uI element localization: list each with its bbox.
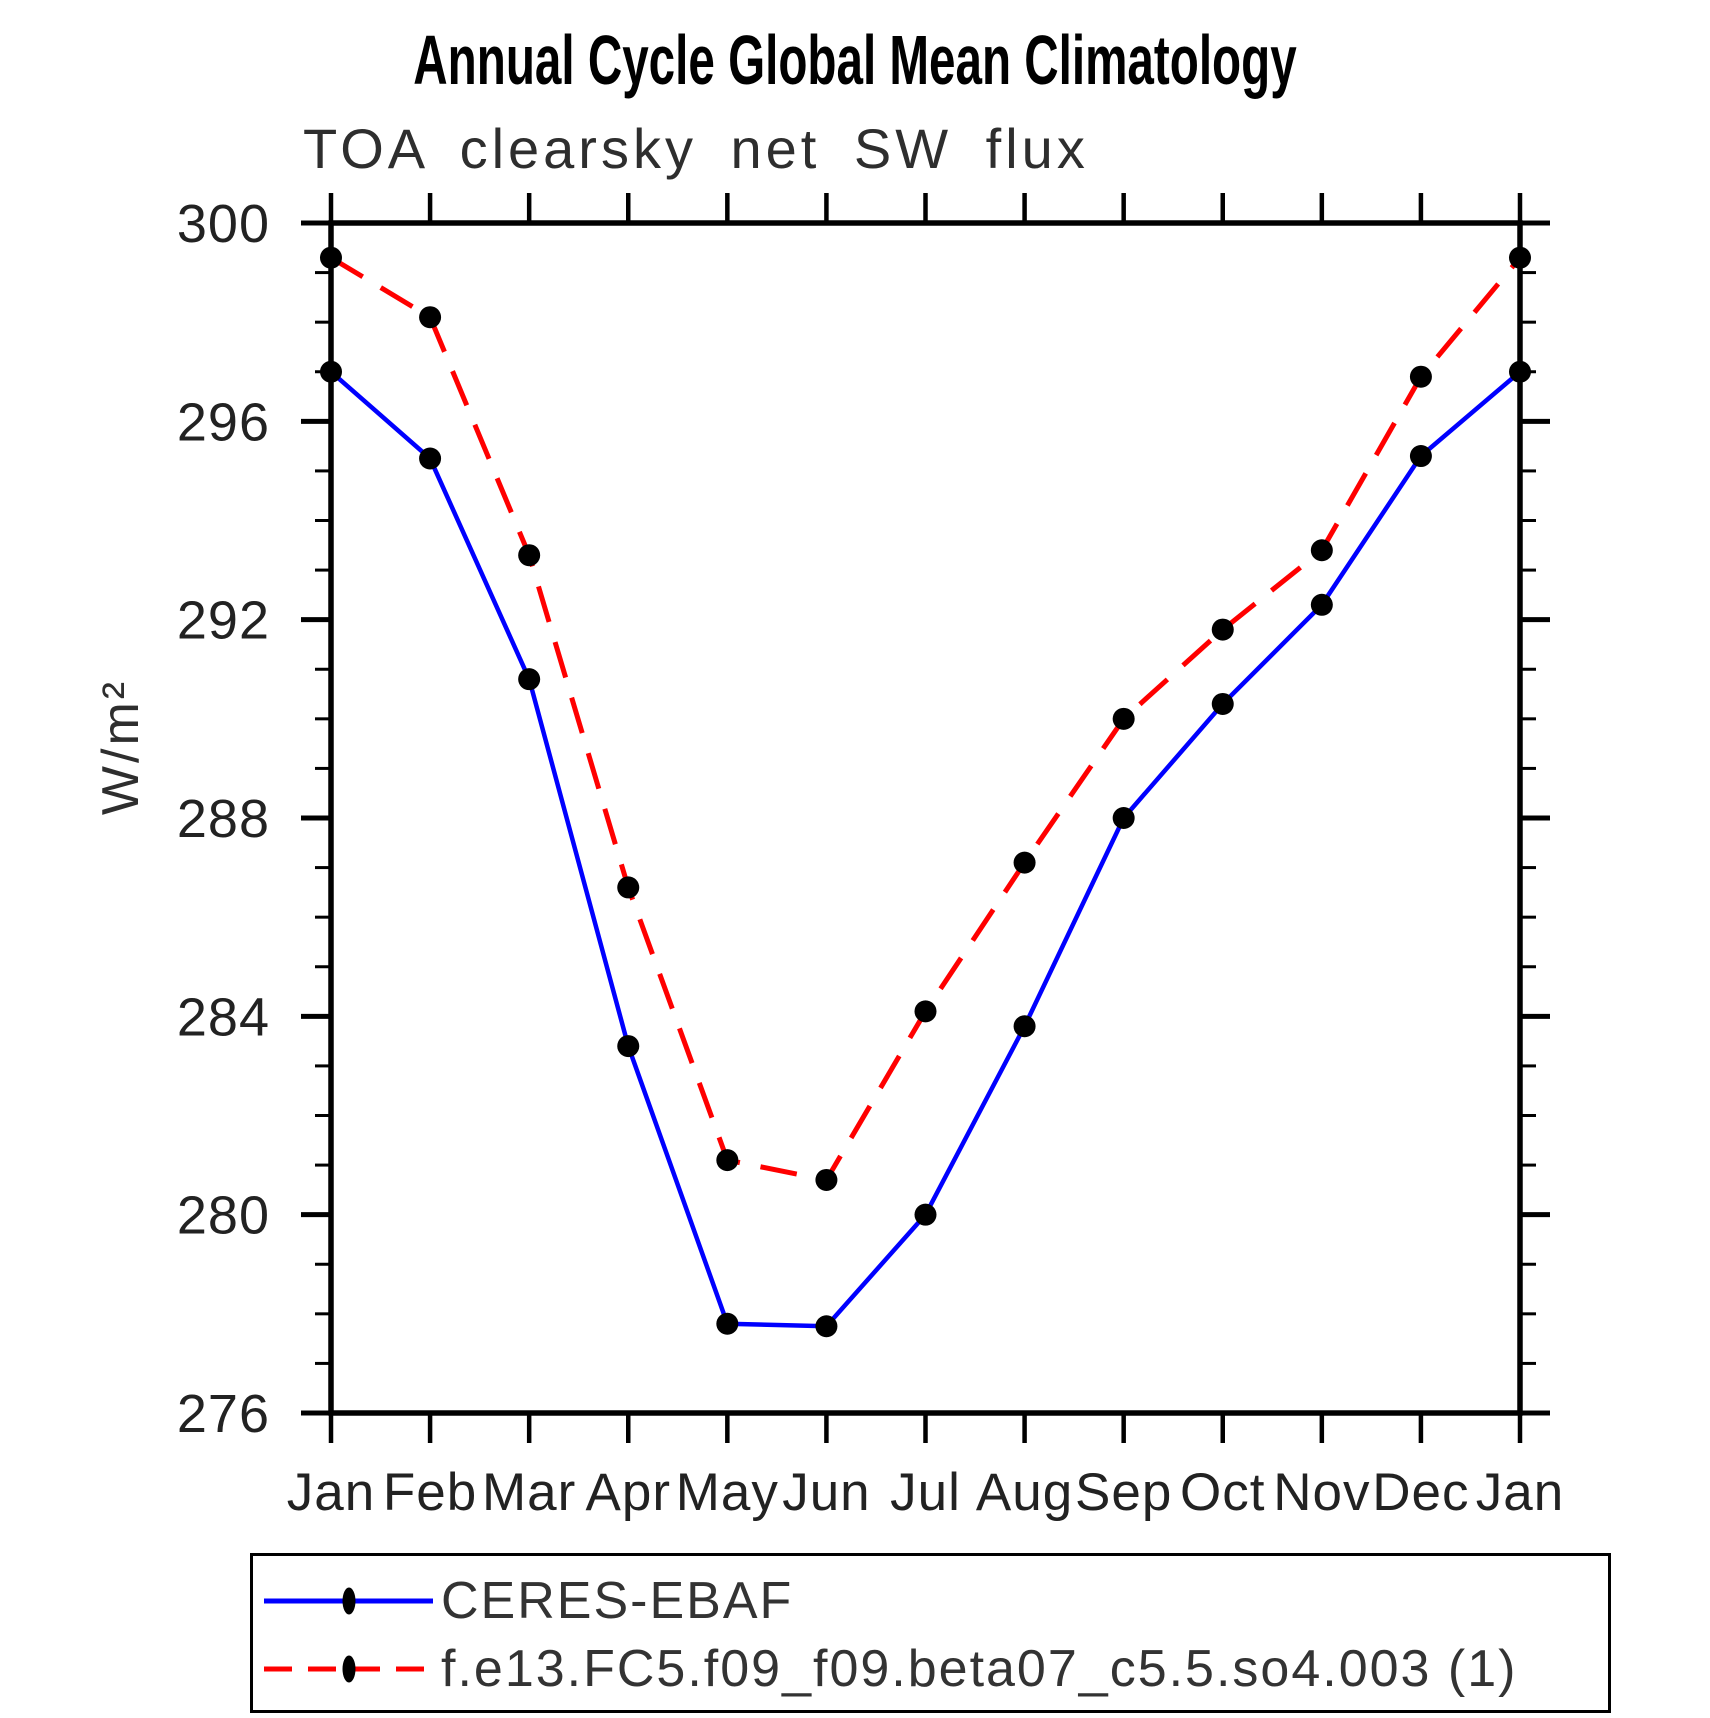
data-point-marker: [1310, 539, 1333, 562]
legend-box: CERES-EBAF f.e13.FC5.f09_f09.beta07_c5.5…: [250, 1553, 1611, 1713]
data-point-marker: [320, 246, 342, 269]
data-point-marker: [1013, 851, 1036, 874]
legend-entry-model: f.e13.FC5.f09_f09.beta07_c5.5.so4.003 (1…: [263, 1638, 1517, 1700]
data-point-marker: [1112, 707, 1135, 730]
data-point-marker: [617, 1035, 640, 1058]
y-tick-label: 280: [177, 1186, 270, 1246]
x-tick-label: Jan: [1476, 1463, 1564, 1522]
legend-marker-dot: [342, 1655, 356, 1683]
y-tick-label: 284: [177, 987, 270, 1047]
y-tick-label: 296: [177, 392, 270, 452]
data-point-marker: [1013, 1015, 1036, 1038]
x-tick-label: Apr: [586, 1463, 671, 1522]
data-point-marker: [1409, 445, 1432, 468]
x-tick-label: Mar: [482, 1463, 576, 1522]
data-point-marker: [1211, 618, 1234, 641]
data-point-marker: [1211, 692, 1234, 715]
data-point-marker: [815, 1168, 838, 1191]
y-tick-label: 288: [177, 789, 270, 849]
data-point-marker: [716, 1312, 739, 1335]
data-point-marker: [419, 306, 442, 329]
legend-sample-dashed-line: [264, 1655, 433, 1683]
data-point-marker: [1409, 365, 1432, 388]
data-point-marker: [716, 1149, 739, 1172]
data-point-marker: [1509, 246, 1531, 269]
data-point-marker: [914, 1000, 937, 1023]
x-tick-label: Nov: [1273, 1463, 1370, 1522]
legend-marker-dot: [342, 1587, 356, 1615]
plot-frame: [328, 220, 1523, 1416]
data-point-marker: [617, 876, 640, 899]
series-line-model: [329, 255, 1522, 1183]
x-tick-label: May: [676, 1463, 779, 1522]
chart-title: Annual Cycle Global Mean Climatology: [413, 21, 1297, 99]
data-point-marker: [1310, 593, 1333, 616]
data-point-marker: [320, 360, 342, 383]
y-tick-label: 276: [177, 1384, 270, 1444]
x-tick-label: Jul: [890, 1463, 961, 1522]
series-line-ceres-ebaf: [329, 370, 1522, 1329]
y-tick-label: 300: [177, 194, 270, 254]
legend-label: f.e13.FC5.f09_f09.beta07_c5.5.so4.003 (1…: [441, 1640, 1518, 1698]
x-tick-label: Feb: [383, 1463, 477, 1522]
legend-label: CERES-EBAF: [441, 1572, 794, 1630]
x-tick-label: Jan: [287, 1463, 375, 1522]
x-tick-label: Oct: [1180, 1463, 1265, 1522]
data-point-marker: [518, 668, 541, 691]
legend-sample-solid-line: [264, 1587, 433, 1615]
data-point-marker: [1509, 360, 1531, 383]
x-tick-label: Aug: [976, 1463, 1073, 1522]
data-point-marker: [518, 544, 541, 567]
y-tick-label: 292: [177, 591, 270, 651]
data-point-marker: [1112, 807, 1135, 829]
data-point-marker: [815, 1315, 838, 1338]
legend-entry-ceres-ebaf: CERES-EBAF: [263, 1570, 793, 1632]
x-tick-label: Sep: [1075, 1463, 1172, 1522]
chart-subtitle: TOA clearsky net SW flux: [303, 117, 1089, 180]
x-tick-label: Jun: [782, 1463, 870, 1522]
x-tick-label: Dec: [1372, 1463, 1469, 1522]
data-point-marker: [419, 447, 442, 470]
data-point-marker: [914, 1203, 937, 1226]
